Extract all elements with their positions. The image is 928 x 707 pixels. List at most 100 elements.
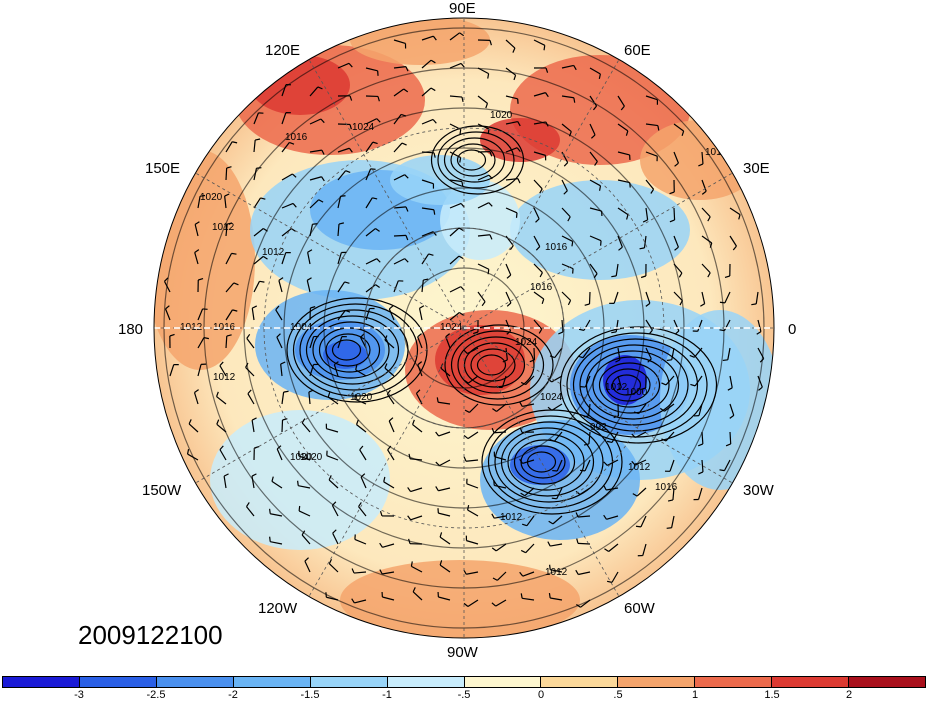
lon-label-90w: 90W: [447, 644, 478, 661]
wind-barb-flag: [460, 158, 461, 163]
colorbar-segment: [541, 677, 618, 687]
contour-value-label: 1012: [212, 222, 235, 233]
colorbar-segment: [618, 677, 695, 687]
lon-label-120w: 120W: [258, 600, 297, 617]
colorbar-tick-label: -3: [74, 689, 84, 701]
contour-value-label: 1012: [213, 372, 236, 383]
contour-value-label: 1016: [545, 242, 568, 253]
lon-label-30e: 30E: [743, 160, 770, 177]
wind-barb-flag: [270, 509, 271, 514]
wind-barb-flag: [437, 397, 438, 402]
colorbar-segment: [465, 677, 542, 687]
colorbar: [2, 676, 926, 688]
wind-barb-flag: [488, 74, 489, 79]
colorbar-segment: [157, 677, 234, 687]
contour-value-label: 1000: [625, 387, 648, 398]
wind-barb-flag: [256, 168, 261, 169]
wind-barb-flag: [488, 269, 489, 274]
wind-barb-flag: [494, 480, 495, 485]
colorbar-tick-label: 2: [846, 689, 852, 701]
wind-barb-flag: [270, 537, 271, 542]
colorbar-tick-label: .5: [613, 689, 622, 701]
lon-label-30w: 30W: [743, 482, 774, 499]
contour-value-label: 1012: [628, 462, 651, 473]
colorbar-segment: [772, 677, 849, 687]
contour-value-label: 1020: [490, 110, 513, 121]
colorbar-segment: [3, 677, 80, 687]
contour-value-label: 1012: [500, 512, 523, 523]
wind-barb-flag: [723, 360, 728, 361]
wind-barb: [226, 336, 227, 348]
lon-label-180: 180: [118, 321, 143, 338]
lon-label-150e: 150E: [145, 160, 180, 177]
wind-barb-flag: [549, 593, 550, 598]
anomaly-region: [660, 310, 780, 490]
wind-barb-flag: [521, 593, 522, 598]
wind-barb-flag: [572, 241, 573, 246]
wind-barb-flag: [312, 224, 317, 225]
colorbar-segment: [80, 677, 157, 687]
colorbar-segment: [311, 677, 388, 687]
wind-barb: [422, 152, 434, 153]
colorbar-segment: [849, 677, 925, 687]
wind-barb-flag: [667, 360, 672, 361]
wind-barb-flag: [259, 281, 264, 282]
contour-value-label: 1024: [540, 392, 563, 403]
lon-label-120e: 120E: [265, 42, 300, 59]
wind-barb-flag: [720, 302, 725, 303]
wind-barb: [702, 432, 703, 444]
wind-barb: [674, 208, 675, 220]
colorbar-tick-label: -1: [382, 689, 392, 701]
wind-barb-flag: [298, 481, 299, 486]
contour-value-label: 1012: [545, 567, 568, 578]
wind-barb-flag: [341, 196, 346, 197]
wind-barb-flag: [720, 330, 725, 331]
wind-barb: [226, 168, 227, 180]
contour-value-label: 1024: [515, 337, 538, 348]
colorbar-tick-label: -1.5: [301, 689, 320, 701]
contour-value-label: 1016: [655, 482, 678, 493]
lon-label-90e: 90E: [449, 0, 476, 17]
contour-value-label: 1020: [200, 192, 223, 203]
wind-barb-flag: [299, 506, 300, 511]
wind-barb-flag: [667, 528, 672, 529]
wind-barb-flag: [751, 304, 756, 305]
wind-barb: [282, 420, 283, 432]
anomaly-region: [323, 341, 367, 369]
wind-barb-flag: [460, 129, 461, 134]
colorbar-tick-label: -2: [228, 689, 238, 701]
wind-barb-flag: [611, 332, 616, 333]
wind-barb-flag: [574, 98, 575, 103]
anomaly-region: [640, 120, 760, 200]
colorbar-tick-label: -.5: [458, 689, 471, 701]
colorbar-segment: [695, 677, 772, 687]
lon-label-0: 0: [788, 321, 796, 338]
colorbar-segment: [234, 677, 311, 687]
wind-barb-flag: [434, 210, 435, 215]
colorbar-tick-label: -2.5: [147, 689, 166, 701]
anomaly-region: [510, 180, 690, 280]
wind-barb-flag: [720, 470, 725, 471]
contour-value-label: 1024: [352, 122, 375, 133]
wind-barb: [730, 432, 731, 444]
timestamp-label: 2009122100: [78, 620, 223, 651]
colorbar-tick-label: 1.5: [764, 689, 779, 701]
colorbar-tick-label: 1: [692, 689, 698, 701]
wind-barb-flag: [544, 45, 545, 50]
colorbar-segment: [388, 677, 465, 687]
anomaly-region: [350, 15, 490, 65]
contour-value-label: 1020: [350, 392, 373, 403]
lon-label-60w: 60W: [624, 600, 655, 617]
lon-label-60e: 60E: [624, 42, 651, 59]
wind-barb: [494, 432, 506, 433]
contour-value-label: 1012: [262, 247, 285, 258]
contour-value-label: 1016: [285, 132, 308, 143]
wind-barb-flag: [232, 253, 237, 254]
contour-value-label: 992: [590, 422, 607, 433]
wind-barb-flag: [611, 276, 616, 277]
wind-barb-flag: [552, 498, 557, 499]
wind-barb: [394, 235, 406, 236]
